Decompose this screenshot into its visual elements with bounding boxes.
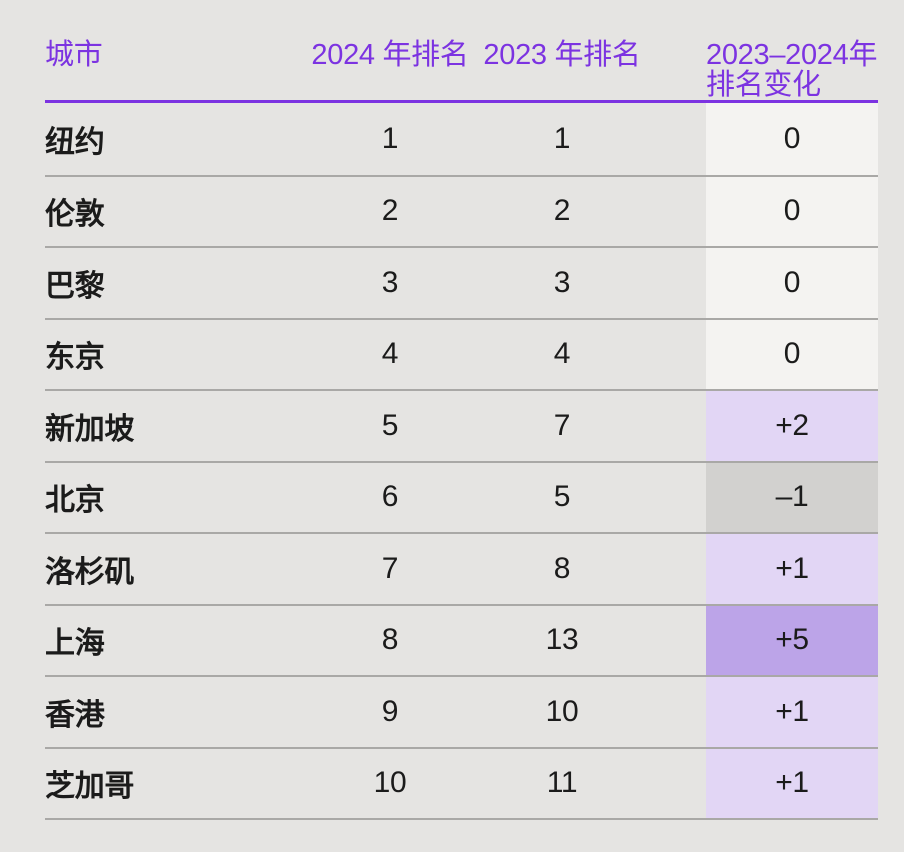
row-spacer — [649, 749, 706, 819]
rank-2024-value: 3 — [381, 265, 399, 299]
row-spacer — [649, 463, 706, 533]
change-cell: +2 — [706, 391, 878, 461]
rank-2024-value: 7 — [381, 551, 399, 585]
change-cell: 0 — [706, 248, 878, 318]
table-row: 洛杉矶 7 8 +1 — [45, 532, 878, 604]
rank-2023-value: 2 — [553, 194, 571, 228]
table-row: 上海 8 13 +5 — [45, 603, 878, 676]
city-name: 巴黎 — [45, 269, 105, 303]
rank-2023-value: 7 — [553, 408, 571, 442]
table-row: 香港 9 10 +1 — [45, 675, 878, 747]
column-header-rank-2023: 2023 年排名 — [483, 39, 641, 71]
rank-2024-value: 5 — [381, 408, 399, 442]
rank-2023-value: 1 — [553, 121, 571, 155]
table-row: 芝加哥 10 11 +1 — [45, 746, 878, 819]
rank-2023-value: 3 — [553, 265, 571, 299]
change-cell: +1 — [706, 748, 878, 818]
city-name: 新加坡 — [45, 412, 135, 446]
change-cell: +1 — [706, 677, 878, 747]
city-name: 上海 — [45, 627, 105, 661]
city-ranking-table: 城市 2024 年排名 2023 年排名 2023–2024年 排名变化 纽约 1… — [45, 0, 878, 820]
row-spacer — [649, 177, 706, 247]
rank-2024-value: 6 — [381, 480, 399, 514]
table-row: 北京 6 5 –1 — [45, 460, 878, 533]
city-name: 东京 — [45, 341, 105, 375]
city-name: 北京 — [45, 484, 105, 518]
table-row: 纽约 1 1 0 — [45, 103, 878, 175]
rank-2023-value: 8 — [553, 551, 571, 585]
row-spacer — [649, 606, 706, 676]
table-row: 巴黎 3 3 0 — [45, 246, 878, 318]
change-cell: +1 — [706, 534, 878, 604]
table-row: 东京 4 4 0 — [45, 317, 878, 390]
city-name: 洛杉矶 — [45, 555, 135, 589]
rank-2023-value: 13 — [545, 623, 579, 657]
row-spacer — [649, 320, 706, 390]
row-spacer — [649, 103, 706, 175]
change-cell: –1 — [706, 462, 878, 532]
table-header: 城市 2024 年排名 2023 年排名 2023–2024年 排名变化 — [45, 0, 878, 103]
rank-2023-value: 11 — [546, 766, 578, 800]
row-spacer — [649, 248, 706, 318]
rank-2023-value: 4 — [553, 337, 571, 371]
row-spacer — [649, 391, 706, 461]
row-spacer — [649, 677, 706, 747]
city-name: 芝加哥 — [45, 770, 135, 804]
table-row: 伦敦 2 2 0 — [45, 174, 878, 247]
row-spacer — [649, 534, 706, 604]
rank-2024-value: 10 — [373, 766, 407, 800]
table-body: 纽约 1 1 0 伦敦 2 2 0 巴黎 3 3 0 东京 4 4 0 新加坡 5 7 +2 北京 6 5 –1 洛杉矶 7 8 +1… — [45, 103, 878, 820]
city-name: 香港 — [45, 698, 105, 732]
change-cell: +5 — [706, 605, 878, 675]
change-cell: 0 — [706, 103, 878, 175]
rank-2024-value: 9 — [381, 694, 399, 728]
change-cell: 0 — [706, 176, 878, 246]
city-name: 伦敦 — [45, 198, 105, 232]
rank-2024-value: 4 — [381, 337, 399, 371]
table-row: 新加坡 5 7 +2 — [45, 389, 878, 461]
rank-2024-value: 1 — [381, 121, 399, 155]
column-header-rank-2024: 2024 年排名 — [311, 39, 469, 71]
rank-2023-value: 10 — [545, 694, 579, 728]
city-name: 纽约 — [45, 125, 105, 159]
rank-2024-value: 2 — [381, 194, 399, 228]
column-header-city: 城市 — [45, 39, 103, 71]
column-header-change: 2023–2024年 排名变化 — [706, 39, 878, 101]
rank-2024-value: 8 — [381, 623, 399, 657]
change-cell: 0 — [706, 319, 878, 389]
rank-2023-value: 5 — [553, 480, 571, 514]
